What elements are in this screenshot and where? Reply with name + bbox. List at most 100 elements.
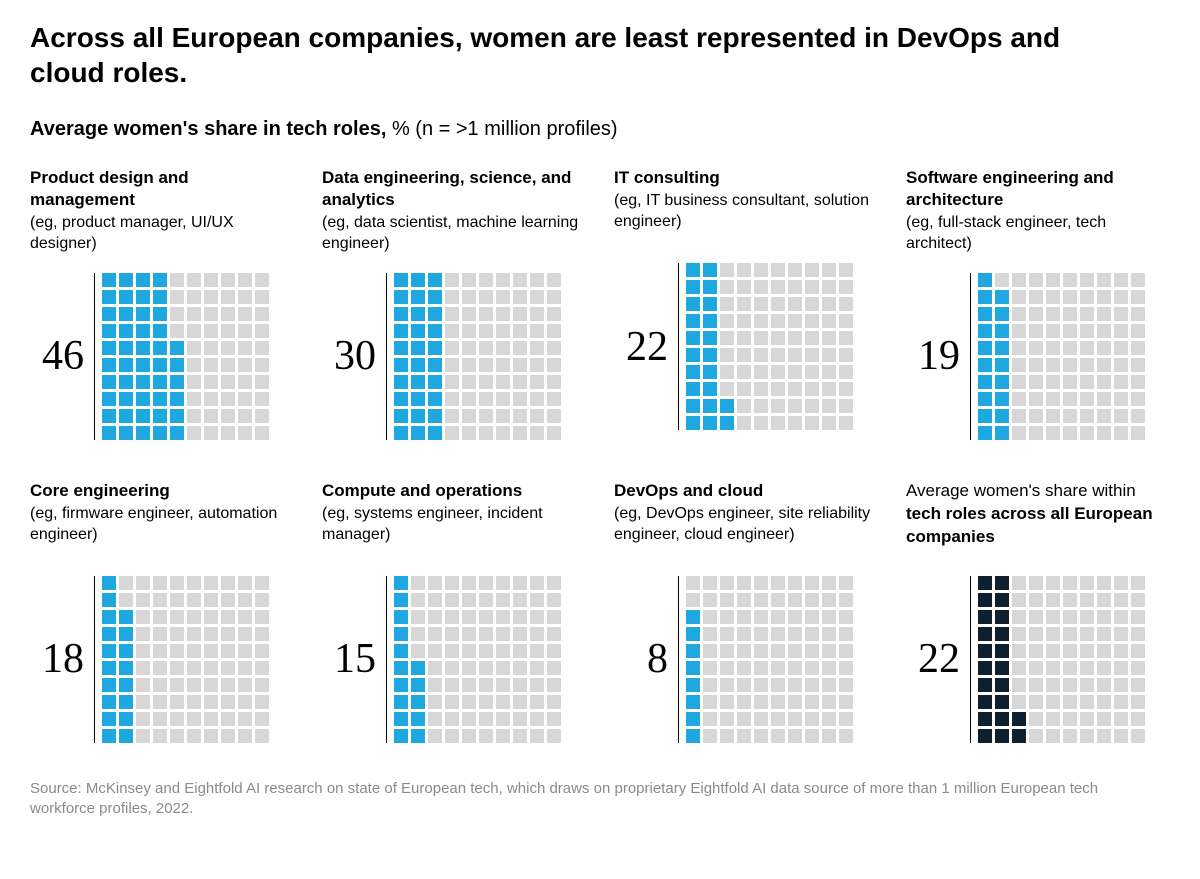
- waffle-cell-empty: [737, 263, 751, 277]
- waffle-cell-empty: [720, 661, 734, 675]
- waffle-cell-filled: [411, 712, 425, 726]
- waffle-cell-empty: [995, 273, 1009, 287]
- waffle-cell-empty: [839, 280, 853, 294]
- waffle-cell-filled: [102, 392, 116, 406]
- waffle-cell-filled: [995, 593, 1009, 607]
- waffle-cell-empty: [462, 409, 476, 423]
- waffle-cell-filled: [995, 695, 1009, 709]
- waffle-cell-empty: [1080, 392, 1094, 406]
- waffle-cell-empty: [1131, 409, 1145, 423]
- waffle-cell-empty: [1114, 661, 1128, 675]
- waffle-cell-empty: [513, 627, 527, 641]
- panel-header: Software engineering and architecture(eg…: [906, 167, 1170, 255]
- waffle-cell-empty: [513, 678, 527, 692]
- waffle-cell-filled: [686, 712, 700, 726]
- waffle-cell-filled: [995, 392, 1009, 406]
- waffle-cell-empty: [238, 324, 252, 338]
- waffle-cell-filled: [411, 358, 425, 372]
- waffle-cell-empty: [1114, 341, 1128, 355]
- waffle-cell-empty: [1114, 273, 1128, 287]
- waffle-cell-empty: [479, 324, 493, 338]
- waffle-cell-empty: [1012, 392, 1026, 406]
- waffle-cell-empty: [737, 331, 751, 345]
- waffle-cell-empty: [788, 280, 802, 294]
- waffle-cell-filled: [995, 324, 1009, 338]
- waffle-cell-filled: [119, 358, 133, 372]
- waffle-cell-empty: [170, 307, 184, 321]
- waffle-cell-empty: [136, 627, 150, 641]
- waffle-cell-empty: [771, 627, 785, 641]
- waffle-cell-filled: [102, 426, 116, 440]
- waffle-cell-empty: [1080, 307, 1094, 321]
- waffle-cell-filled: [119, 426, 133, 440]
- waffle-cell-filled: [978, 324, 992, 338]
- waffle-cell-empty: [822, 610, 836, 624]
- waffle-cell-empty: [1046, 273, 1060, 287]
- waffle-cell-empty: [822, 280, 836, 294]
- waffle-cell-empty: [445, 375, 459, 389]
- waffle-cell-empty: [530, 593, 544, 607]
- waffle-cell-empty: [1046, 307, 1060, 321]
- waffle-cell-empty: [238, 729, 252, 743]
- panel-body: 30: [322, 273, 586, 440]
- waffle-cell-filled: [978, 610, 992, 624]
- waffle-chart: [394, 576, 561, 743]
- waffle-cell-empty: [513, 426, 527, 440]
- waffle-cell-empty: [686, 576, 700, 590]
- waffle-cell-filled: [995, 576, 1009, 590]
- waffle-cell-filled: [686, 331, 700, 345]
- waffle-cell-empty: [720, 678, 734, 692]
- waffle-cell-filled: [978, 392, 992, 406]
- waffle-cell-filled: [119, 610, 133, 624]
- waffle-cell-empty: [720, 331, 734, 345]
- waffle-cell-filled: [153, 290, 167, 304]
- waffle-cell-empty: [788, 416, 802, 430]
- waffle-cell-filled: [978, 409, 992, 423]
- waffle-cell-empty: [754, 729, 768, 743]
- waffle-cell-empty: [221, 644, 235, 658]
- waffle-cell-empty: [496, 290, 510, 304]
- waffle-cell-empty: [221, 290, 235, 304]
- waffle-cell-empty: [170, 712, 184, 726]
- waffle-cell-empty: [805, 314, 819, 328]
- waffle-cell-filled: [978, 729, 992, 743]
- waffle-cell-empty: [1097, 358, 1111, 372]
- waffle-cell-empty: [479, 576, 493, 590]
- waffle-cell-filled: [394, 695, 408, 709]
- waffle-cell-empty: [1131, 644, 1145, 658]
- waffle-cell-empty: [221, 324, 235, 338]
- waffle-cell-filled: [978, 576, 992, 590]
- waffle-cell-empty: [839, 365, 853, 379]
- waffle-cell-filled: [102, 695, 116, 709]
- waffle-cell-filled: [995, 610, 1009, 624]
- waffle-cell-empty: [530, 392, 544, 406]
- waffle-cell-filled: [411, 341, 425, 355]
- waffle-cell-filled: [394, 661, 408, 675]
- waffle-cell-empty: [754, 263, 768, 277]
- waffle-cell-empty: [445, 409, 459, 423]
- waffle-cell-empty: [1029, 610, 1043, 624]
- waffle-cell-filled: [411, 729, 425, 743]
- waffle-cell-empty: [754, 627, 768, 641]
- waffle-cell-empty: [805, 348, 819, 362]
- waffle-cell-empty: [754, 644, 768, 658]
- waffle-cell-empty: [1029, 290, 1043, 304]
- waffle-cell-empty: [703, 644, 717, 658]
- waffle-cell-empty: [1131, 695, 1145, 709]
- panel-value: 30: [322, 335, 376, 377]
- waffle-cell-empty: [187, 324, 201, 338]
- waffle-cell-empty: [204, 392, 218, 406]
- waffle-cell-empty: [771, 678, 785, 692]
- waffle-cell-empty: [221, 695, 235, 709]
- waffle-cell-empty: [1131, 358, 1145, 372]
- waffle-cell-empty: [136, 695, 150, 709]
- waffle-cell-empty: [771, 348, 785, 362]
- waffle-cell-empty: [221, 661, 235, 675]
- waffle-cell-empty: [720, 365, 734, 379]
- waffle-cell-empty: [1097, 695, 1111, 709]
- waffle-cell-empty: [153, 576, 167, 590]
- waffle-cell-empty: [530, 273, 544, 287]
- waffle-cell-filled: [720, 416, 734, 430]
- waffle-cell-empty: [462, 307, 476, 321]
- waffle-cell-empty: [1114, 576, 1128, 590]
